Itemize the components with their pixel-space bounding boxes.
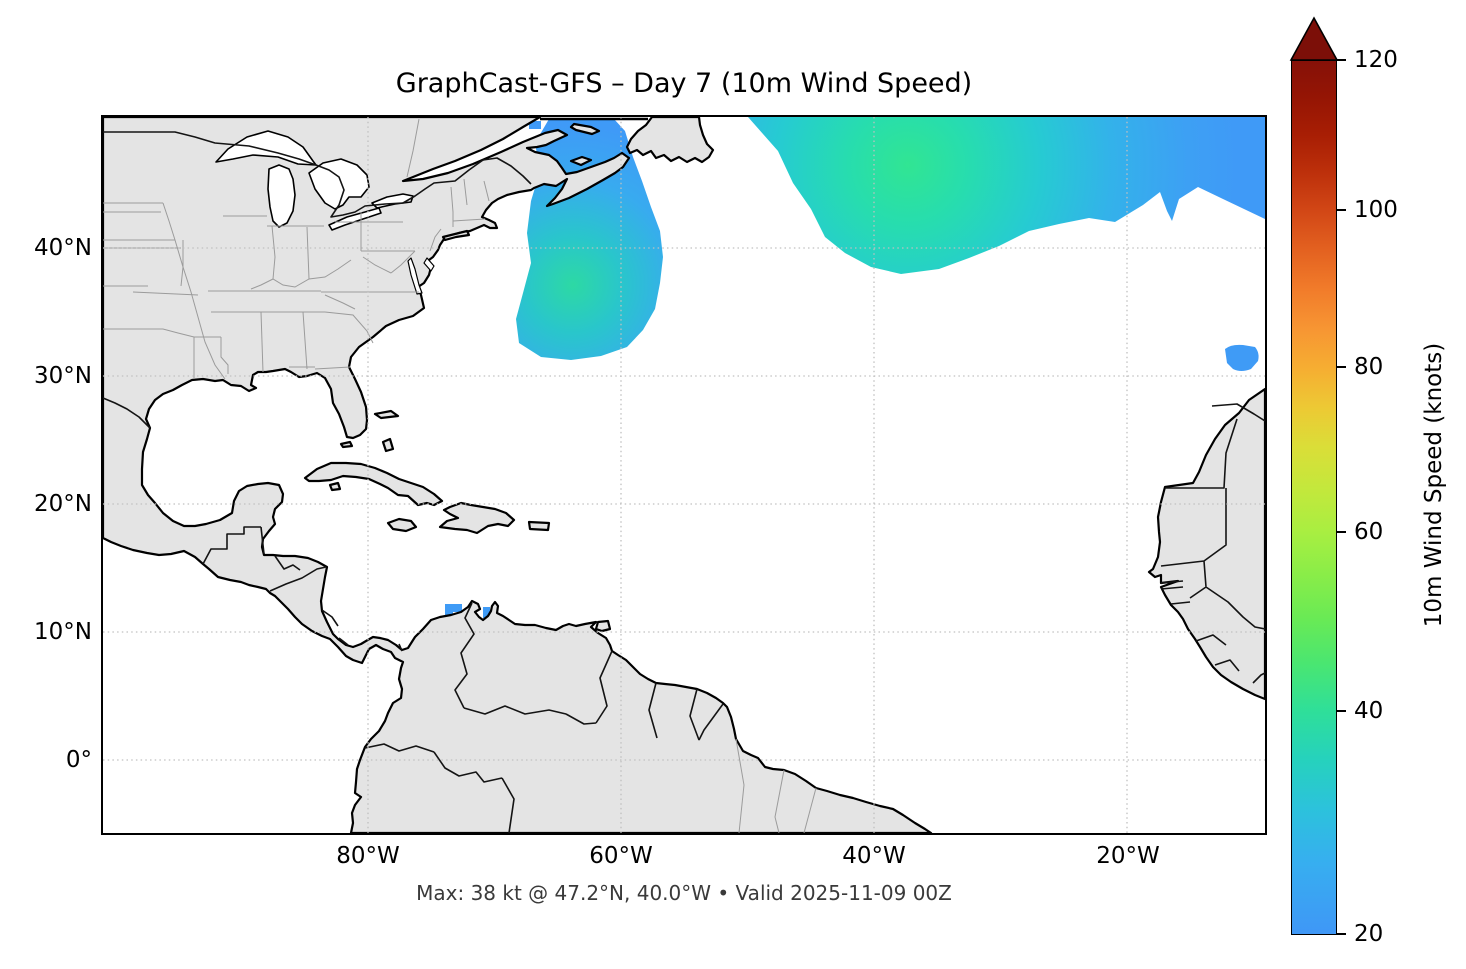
coastline-newfoundland [625, 117, 715, 164]
colorbar-axis-label: 10m Wind Speed (knots) [1421, 342, 1447, 627]
colorbar-tick-label-120: 120 [1354, 47, 1398, 73]
landmass-coastlines [103, 117, 1265, 833]
coastline-americas [103, 117, 933, 833]
coastline-florida-keys [339, 440, 354, 449]
wind-shaded-region-north-atlantic [748, 117, 1265, 274]
colorbar-gradient [1291, 60, 1337, 935]
colorbar-tick-label-80: 80 [1354, 354, 1384, 380]
lat-tick-20n: 20°N [34, 491, 92, 517]
lon-tick-40w: 40°W [842, 843, 906, 869]
map-plot-area [101, 115, 1267, 835]
lat-tick-40n: 40°N [34, 235, 92, 261]
gridlines [103, 117, 1265, 833]
colorbar-tick [1337, 209, 1346, 211]
subtitle-max-valid: Max: 38 kt @ 47.2°N, 40.0°W • Valid 2025… [416, 881, 952, 905]
lon-tick-80w: 80°W [336, 843, 400, 869]
colorbar-tick [1337, 59, 1346, 61]
colorbar-tick [1337, 531, 1346, 533]
colorbar-tick-label-60: 60 [1354, 519, 1384, 545]
lon-tick-20w: 20°W [1096, 843, 1160, 869]
coastline-isle-of-youth [328, 481, 342, 492]
coastline-bahamas-2 [381, 437, 395, 453]
coastline-africa [1147, 387, 1265, 701]
colorbar-tick-label-20: 20 [1354, 921, 1384, 947]
colorbar-tick [1337, 933, 1346, 935]
lon-tick-60w: 60°W [589, 843, 653, 869]
coastline-pei [569, 155, 593, 167]
country-borders [103, 131, 1265, 833]
lat-tick-10n: 10°N [34, 619, 92, 645]
page-title: GraphCast-GFS – Day 7 (10m Wind Speed) [395, 68, 973, 99]
colorbar-tick [1337, 366, 1346, 368]
colorbar-tick-label-40: 40 [1354, 698, 1384, 724]
lat-tick-0: 0° [65, 747, 92, 773]
colorbar-tick-label-100: 100 [1354, 197, 1398, 223]
colorbar-extend-arrow-icon [1289, 16, 1339, 61]
coastline-jamaica [386, 517, 418, 533]
coastline-cuba [303, 461, 444, 507]
coastline-trinidad [594, 619, 612, 633]
map-canvas [103, 117, 1265, 833]
coastline-hispaniola [438, 501, 516, 535]
coastline-long-island [441, 229, 471, 242]
colorbar-tick [1337, 710, 1346, 712]
lat-tick-30n: 30°N [34, 363, 92, 389]
coastline-bahamas [373, 409, 400, 420]
coastline-anticosti [569, 122, 601, 136]
coastline-puerto-rico [527, 520, 551, 532]
wind-shaded-region-morocco [1225, 344, 1259, 371]
state-borders [103, 118, 817, 833]
